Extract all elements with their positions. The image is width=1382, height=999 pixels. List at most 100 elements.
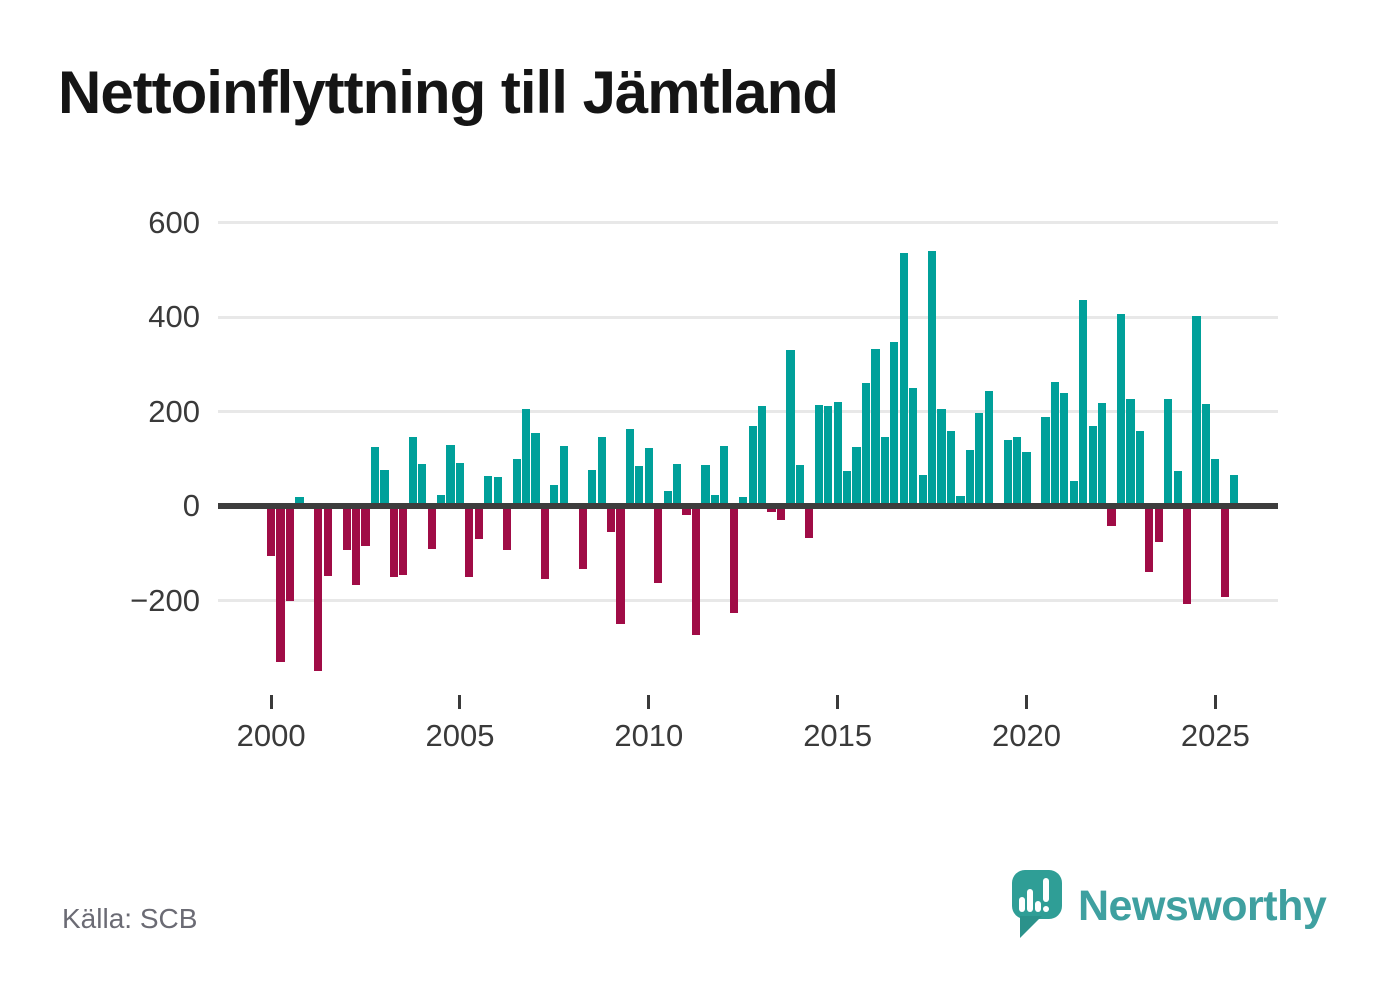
bar-2008Q2: [578, 506, 587, 569]
bar-2002Q3: [361, 506, 370, 546]
bar-2000Q2: [276, 506, 285, 662]
bar-2013Q4: [786, 350, 795, 506]
bar-2009Q3: [625, 428, 635, 506]
bar-2011Q2: [691, 506, 701, 635]
x-tick-label-2010: 2010: [614, 718, 684, 753]
bar-2023Q4: [1164, 398, 1173, 506]
bar-2015Q4: [861, 383, 871, 506]
bar-2022Q2: [1107, 506, 1116, 526]
bar-2010Q3: [663, 491, 672, 506]
bar-2016Q2: [880, 437, 889, 506]
bar-2021Q4: [1088, 425, 1097, 506]
bar-2011Q3: [701, 465, 710, 506]
gridline-200: [218, 410, 1278, 413]
x-tick-label-2000: 2000: [236, 718, 306, 753]
logo-bar-icon: [1019, 897, 1025, 912]
bar-2010Q2: [654, 506, 663, 584]
bar-2004Q3: [436, 494, 446, 506]
bar-2012Q3: [739, 497, 748, 506]
newsworthy-logo: Newsworthy: [1012, 870, 1332, 950]
x-tick-label-2025: 2025: [1180, 718, 1250, 753]
bar-2006Q2: [503, 506, 512, 550]
bar-2021Q1: [1060, 392, 1069, 506]
bar-2014Q4: [824, 405, 833, 506]
bar-2012Q1: [720, 446, 729, 506]
bar-2014Q2: [805, 506, 814, 539]
bar-2009Q1: [606, 506, 616, 532]
bar-2013Q3: [776, 506, 786, 521]
bar-2001Q3: [323, 506, 332, 576]
bar-2000Q3: [285, 506, 295, 601]
logo-bubble-tail: [1020, 916, 1042, 938]
bar-2023Q2: [1145, 506, 1154, 573]
bar-2018Q1: [946, 431, 956, 506]
bar-2015Q1: [833, 402, 842, 506]
bar-2024Q2: [1182, 506, 1192, 604]
bar-2018Q4: [975, 413, 984, 506]
x-tick-2015: [836, 695, 840, 709]
bar-2017Q4: [937, 408, 946, 506]
chart-title: Nettoinflyttning till Jämtland: [58, 59, 839, 126]
bar-2014Q3: [814, 405, 823, 506]
gridline-400: [218, 315, 1278, 319]
logo-bar-icon: [1027, 889, 1033, 912]
bar-2006Q3: [512, 458, 521, 506]
x-tick-2005: [458, 695, 462, 709]
bar-2022Q3: [1116, 313, 1126, 506]
bar-2002Q1: [342, 506, 351, 550]
bar-2015Q2: [843, 471, 852, 506]
bar-2004Q1: [418, 464, 427, 506]
bar-2003Q4: [408, 436, 417, 506]
bar-2019Q1: [984, 391, 993, 506]
bar-2016Q3: [890, 342, 899, 506]
bar-2021Q3: [1079, 299, 1088, 506]
bar-2007Q2: [540, 506, 550, 580]
y-tick-label-0: 0: [182, 488, 200, 523]
bar-2006Q4: [521, 408, 531, 506]
bar-2010Q1: [644, 448, 653, 506]
bar-2014Q1: [795, 464, 804, 506]
bar-2005Q4: [484, 475, 493, 506]
bar-2003Q1: [380, 470, 389, 506]
bar-2018Q2: [956, 495, 965, 506]
source-label: Källa: SCB: [62, 903, 198, 934]
bar-2020Q3: [1041, 417, 1050, 506]
bar-2006Q1: [493, 476, 502, 506]
bar-2002Q2: [351, 506, 361, 585]
logo-exclamation-dot-icon: [1043, 906, 1049, 912]
bar-2019Q3: [1003, 439, 1012, 506]
zero-axis-line: [218, 503, 1278, 509]
x-tick-label-2005: 2005: [425, 718, 495, 753]
bar-2017Q3: [928, 250, 937, 506]
y-tick-label-600: 600: [148, 204, 200, 240]
bar-2007Q1: [531, 433, 540, 506]
bar-2011Q1: [682, 506, 691, 515]
x-tick-2000: [269, 695, 273, 709]
bar-2005Q2: [465, 506, 474, 577]
bar-2009Q2: [616, 506, 625, 625]
bar-2008Q4: [597, 437, 606, 506]
bar-2013Q1: [758, 405, 767, 506]
y-tick-label-200: 200: [148, 393, 200, 429]
bar-2023Q3: [1154, 506, 1163, 543]
bar-2010Q4: [673, 464, 682, 506]
logo-bar-icon: [1035, 901, 1041, 912]
bar-2007Q4: [559, 445, 568, 506]
bar-2024Q1: [1173, 471, 1182, 506]
bar-2023Q1: [1135, 431, 1144, 506]
bar-2012Q4: [748, 425, 757, 506]
x-tick-2020: [1025, 695, 1029, 709]
bar-2003Q3: [399, 506, 408, 575]
logo-exclamation-icon: [1043, 878, 1049, 902]
bar-2016Q1: [871, 349, 880, 506]
bar-2005Q3: [474, 506, 483, 540]
x-tick-label-2015: 2015: [803, 718, 873, 753]
bar-2000Q1: [267, 506, 276, 556]
bar-2003Q2: [389, 506, 398, 577]
x-tick-label-2020: 2020: [992, 718, 1062, 753]
y-tick-label--200: −200: [130, 582, 200, 618]
gridline-600: [218, 221, 1278, 224]
x-tick-2010: [647, 695, 651, 709]
bar-2009Q4: [635, 466, 644, 506]
